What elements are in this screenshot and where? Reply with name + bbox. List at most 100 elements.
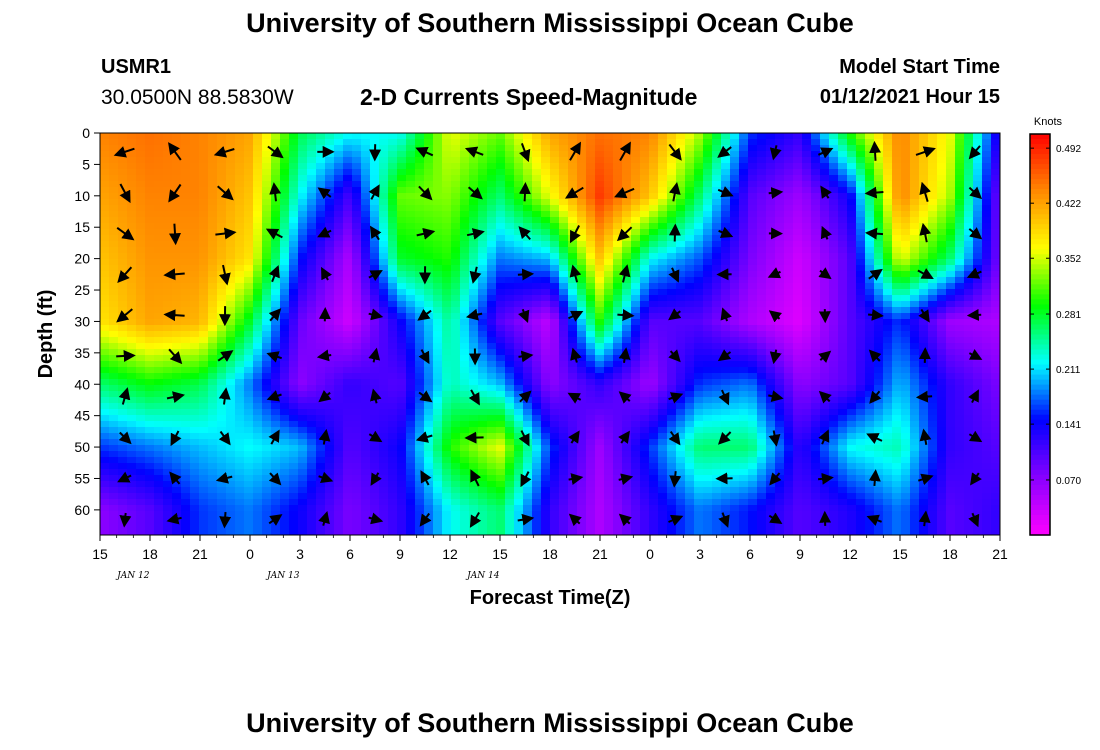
heatmap-cell: [388, 403, 398, 410]
heatmap-cell: [379, 517, 389, 524]
heatmap-cell: [505, 349, 515, 356]
heatmap-cell: [280, 379, 290, 386]
heatmap-cell: [568, 211, 578, 218]
heatmap-cell: [172, 133, 182, 140]
heatmap-cell: [460, 259, 470, 266]
heatmap-cell: [640, 439, 650, 446]
heatmap-cell: [100, 379, 110, 386]
heatmap-cell: [154, 151, 164, 158]
heatmap-cell: [118, 427, 128, 434]
heatmap-cell: [298, 409, 308, 416]
heatmap-cell: [172, 241, 182, 248]
heatmap-cell: [532, 523, 542, 530]
heatmap-cell: [604, 277, 614, 284]
heatmap-cell: [496, 301, 506, 308]
heatmap-cell: [343, 175, 353, 182]
heatmap-cell: [145, 313, 155, 320]
heatmap-cell: [172, 163, 182, 170]
heatmap-cell: [541, 181, 551, 188]
heatmap-cell: [343, 475, 353, 482]
heatmap-cell: [478, 289, 488, 296]
heatmap-cell: [100, 343, 110, 350]
heatmap-cell: [334, 301, 344, 308]
heatmap-cell: [370, 463, 380, 470]
heatmap-cell: [451, 211, 461, 218]
heatmap-cell: [595, 157, 605, 164]
heatmap-cell: [100, 175, 110, 182]
heatmap-cell: [217, 289, 227, 296]
heatmap-cell: [694, 397, 704, 404]
heatmap-cell: [136, 139, 146, 146]
heatmap-cell: [559, 343, 569, 350]
heatmap-cell: [442, 223, 452, 230]
heatmap-cell: [721, 259, 731, 266]
heatmap-cell: [658, 241, 668, 248]
heatmap-cell: [307, 421, 317, 428]
heatmap-cell: [568, 157, 578, 164]
heatmap-cell: [595, 253, 605, 260]
heatmap-cell: [541, 499, 551, 506]
heatmap-cell: [217, 469, 227, 476]
heatmap-cell: [397, 523, 407, 530]
heatmap-cell: [352, 487, 362, 494]
heatmap-cell: [649, 313, 659, 320]
heatmap-cell: [379, 325, 389, 332]
heatmap-cell: [667, 439, 677, 446]
heatmap-cell: [397, 397, 407, 404]
heatmap-cell: [424, 235, 434, 242]
heatmap-cell: [208, 511, 218, 518]
heatmap-cell: [388, 343, 398, 350]
heatmap-cell: [469, 427, 479, 434]
heatmap-cell: [532, 505, 542, 512]
heatmap-cell: [469, 343, 479, 350]
heatmap-cell: [118, 241, 128, 248]
heatmap-cell: [442, 457, 452, 464]
heatmap-cell: [541, 283, 551, 290]
heatmap-cell: [460, 445, 470, 452]
heatmap-cell: [460, 397, 470, 404]
heatmap-cell: [496, 529, 506, 535]
heatmap-cell: [361, 373, 371, 380]
heatmap-cell: [505, 457, 515, 464]
heatmap-cell: [505, 529, 515, 535]
heatmap-cell: [721, 409, 731, 416]
heatmap-cell: [244, 187, 254, 194]
heatmap-cell: [496, 463, 506, 470]
heatmap-cell: [109, 205, 119, 212]
heatmap-cell: [604, 205, 614, 212]
heatmap-cell: [379, 499, 389, 506]
heatmap-cell: [631, 289, 641, 296]
heatmap-cell: [586, 283, 596, 290]
heatmap-cell: [487, 415, 497, 422]
heatmap-cell: [595, 511, 605, 518]
heatmap-cell: [262, 475, 272, 482]
heatmap-cell: [352, 163, 362, 170]
heatmap-cell: [352, 409, 362, 416]
heatmap-cell: [370, 439, 380, 446]
heatmap-cell: [667, 253, 677, 260]
heatmap-cell: [721, 421, 731, 428]
heatmap-cell: [181, 451, 191, 458]
heatmap-cell: [559, 133, 569, 140]
heatmap-cell: [496, 397, 506, 404]
heatmap-cell: [631, 229, 641, 236]
heatmap-cell: [703, 307, 713, 314]
heatmap-cell: [469, 523, 479, 530]
heatmap-cell: [496, 349, 506, 356]
heatmap-cell: [658, 331, 668, 338]
heatmap-cell: [199, 241, 209, 248]
heatmap-cell: [703, 247, 713, 254]
heatmap-cell: [334, 331, 344, 338]
heatmap-cell: [289, 391, 299, 398]
heatmap-cell: [748, 391, 758, 398]
heatmap-cell: [307, 493, 317, 500]
heatmap-cell: [640, 379, 650, 386]
heatmap-cell: [658, 379, 668, 386]
heatmap-cell: [532, 277, 542, 284]
heatmap-cell: [766, 277, 776, 284]
heatmap-cell: [298, 355, 308, 362]
heatmap-cell: [442, 157, 452, 164]
heatmap-cell: [685, 187, 695, 194]
heatmap-cell: [451, 499, 461, 506]
heatmap-cell: [397, 367, 407, 374]
